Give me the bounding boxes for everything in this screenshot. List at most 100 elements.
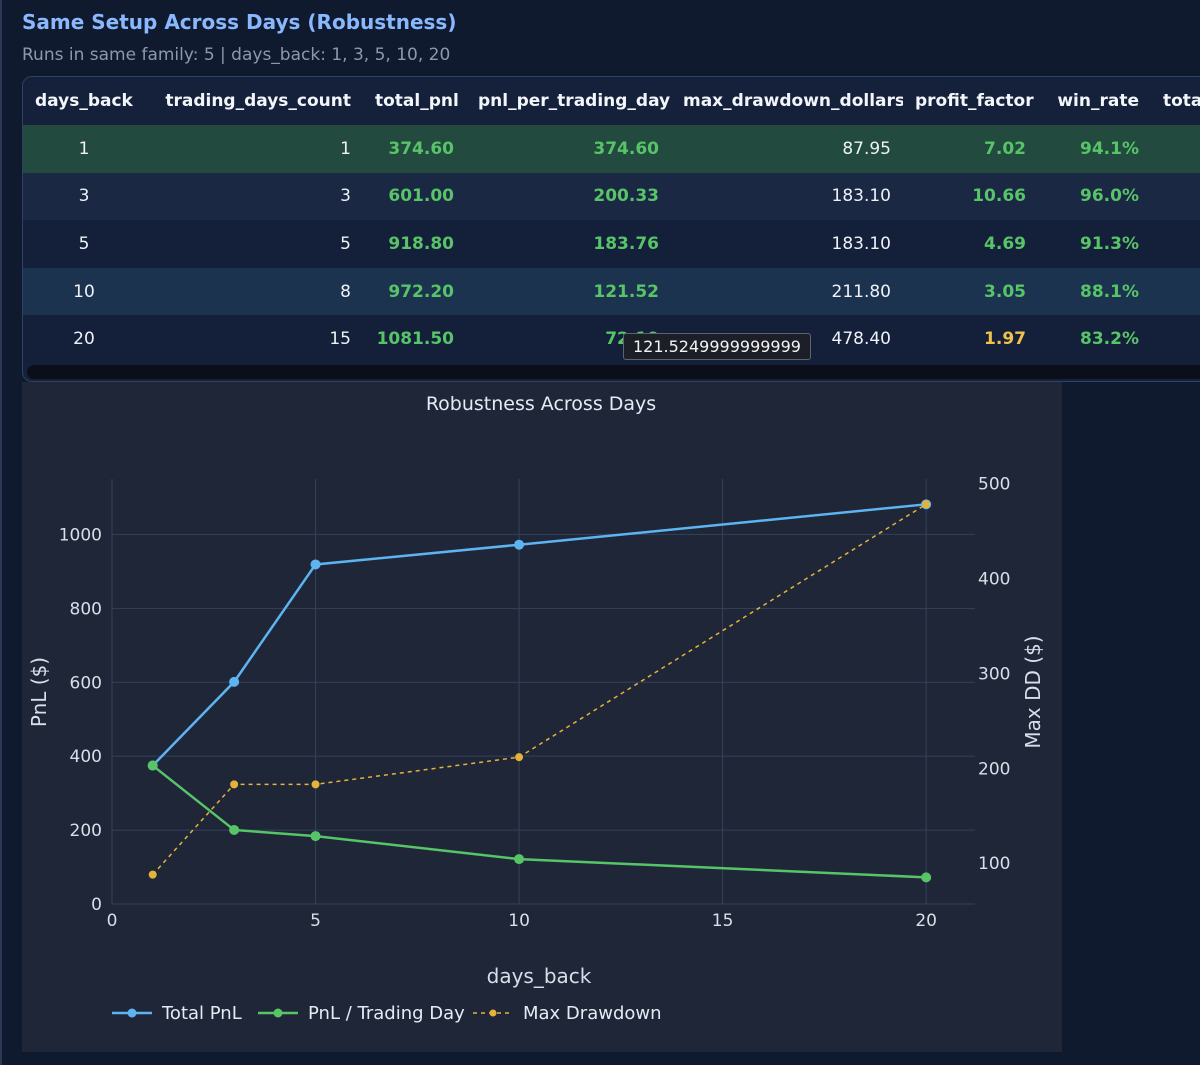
legend-label: Max Drawdown <box>523 1003 662 1024</box>
cell-total-pnl: 601.00 <box>363 172 466 221</box>
y-axis-label: PnL ($) <box>27 657 51 727</box>
data-point <box>229 824 240 835</box>
cell-days-back: 5 <box>23 220 145 268</box>
table-row[interactable]: 20 15 1081.50 72.10 478.40 1.97 83.2% <box>23 315 1200 363</box>
cell-total-trades <box>1151 220 1200 268</box>
cell-tooltip: 121.5249999999999 <box>623 333 811 360</box>
y-tick-label: 200 <box>70 821 102 841</box>
data-point <box>230 780 239 789</box>
cell-win-rate: 83.2% <box>1038 315 1151 363</box>
series-line <box>152 503 927 876</box>
legend-swatch-marker <box>127 1008 137 1018</box>
data-point <box>515 753 524 762</box>
cell-total-pnl: 374.60 <box>363 125 466 173</box>
y-tick-label: 1000 <box>59 525 102 545</box>
cell-trading-days-count: 1 <box>145 125 363 173</box>
data-point <box>514 539 525 550</box>
cell-win-rate: 91.3% <box>1038 220 1151 268</box>
horizontal-scrollbar[interactable] <box>27 365 1200 379</box>
data-point <box>229 676 240 687</box>
column-header[interactable]: trading_days_count <box>145 77 363 125</box>
y-tick-label: 800 <box>70 599 102 619</box>
cell-total-trades <box>1151 315 1200 363</box>
table-row[interactable]: 5 5 918.80 183.76 183.10 4.69 91.3% <box>23 220 1200 268</box>
y2-tick-label: 100 <box>978 854 1010 874</box>
cell-max-drawdown: 87.95 <box>671 125 903 173</box>
cell-pnl-per-trading-day: 121.52 <box>466 267 671 316</box>
section-title: Same Setup Across Days (Robustness) <box>22 10 457 34</box>
cell-pnl-per-trading-day: 183.76 <box>466 220 671 268</box>
x-tick-label: 0 <box>107 911 118 931</box>
legend-swatch-marker <box>489 1009 497 1017</box>
cell-trading-days-count: 5 <box>145 220 363 268</box>
cell-profit-factor: 1.97 <box>903 315 1038 363</box>
cell-trading-days-count: 8 <box>145 267 363 316</box>
table-row[interactable]: 3 3 601.00 200.33 183.10 10.66 96.0% <box>23 172 1200 221</box>
column-header[interactable]: total_tra <box>1151 77 1200 125</box>
cell-days-back: 1 <box>23 125 145 173</box>
column-header[interactable]: days_back <box>23 77 145 125</box>
cell-win-rate: 88.1% <box>1038 267 1151 316</box>
cell-trading-days-count: 15 <box>145 315 363 363</box>
data-point <box>148 870 157 879</box>
table-row[interactable]: 10 8 972.20 121.52 211.80 3.05 88.1% <box>23 267 1200 316</box>
cell-total-pnl: 918.80 <box>363 220 466 268</box>
x-tick-label: 15 <box>712 911 734 931</box>
chart-title: Robustness Across Days <box>426 393 656 415</box>
legend-label: Total PnL <box>161 1003 242 1024</box>
y-tick-label: 600 <box>70 673 102 693</box>
column-header[interactable]: total_pnl <box>363 77 466 125</box>
column-header[interactable]: win_rate <box>1038 77 1151 125</box>
cell-total-trades <box>1151 125 1200 173</box>
data-point <box>147 760 158 771</box>
cell-max-drawdown: 183.10 <box>671 220 903 268</box>
cell-win-rate: 94.1% <box>1038 125 1151 173</box>
cell-profit-factor: 10.66 <box>903 172 1038 221</box>
y2-tick-label: 300 <box>978 664 1010 684</box>
data-point <box>921 872 932 883</box>
y2-tick-label: 500 <box>978 475 1010 495</box>
results-table: days_back trading_days_count total_pnl p… <box>23 77 1200 363</box>
data-point <box>311 780 320 789</box>
cell-days-back: 3 <box>23 172 145 221</box>
column-header[interactable]: max_drawdown_dollars <box>671 77 903 125</box>
x-axis-label: days_back <box>487 964 592 988</box>
cell-pnl-per-trading-day: 200.33 <box>466 172 671 221</box>
data-point <box>310 559 321 570</box>
y-tick-label: 0 <box>91 895 102 915</box>
cell-max-drawdown: 211.80 <box>671 267 903 316</box>
x-tick-label: 20 <box>915 911 937 931</box>
column-header[interactable]: profit_factor <box>903 77 1038 125</box>
cell-total-pnl: 972.20 <box>363 267 466 316</box>
cell-profit-factor: 3.05 <box>903 267 1038 316</box>
robustness-chart: 0 5 10 15 20 0 200 400 600 800 1000 100 200 300 400 500… <box>22 382 1062 1052</box>
y2-axis-label: Max DD ($) <box>1021 635 1045 748</box>
x-tick-label: 10 <box>508 911 530 931</box>
cell-total-trades <box>1151 172 1200 221</box>
y2-tick-label: 200 <box>978 759 1010 779</box>
table-header-row: days_back trading_days_count total_pnl p… <box>23 77 1200 125</box>
cell-profit-factor: 4.69 <box>903 220 1038 268</box>
data-point <box>514 854 525 865</box>
cell-win-rate: 96.0% <box>1038 172 1151 221</box>
series-line <box>151 764 927 879</box>
legend-label: PnL / Trading Day <box>308 1003 465 1024</box>
cell-trading-days-count: 3 <box>145 172 363 221</box>
series-line <box>151 503 927 767</box>
table-row[interactable]: 1 1 374.60 374.60 87.95 7.02 94.1% <box>23 125 1200 173</box>
results-table-container[interactable]: days_back trading_days_count total_pnl p… <box>22 76 1200 382</box>
data-point <box>310 831 321 842</box>
cell-total-pnl: 1081.50 <box>363 315 466 363</box>
column-header[interactable]: pnl_per_trading_day <box>466 77 671 125</box>
cell-profit-factor: 7.02 <box>903 125 1038 173</box>
cell-days-back: 10 <box>23 267 145 316</box>
cell-total-trades <box>1151 267 1200 316</box>
cell-pnl-per-trading-day: 374.60 <box>466 125 671 173</box>
data-point <box>922 500 931 509</box>
y2-tick-label: 400 <box>978 570 1010 590</box>
cell-days-back: 20 <box>23 315 145 363</box>
x-tick-label: 5 <box>310 911 321 931</box>
y-tick-label: 400 <box>70 747 102 767</box>
chart-svg: 0 5 10 15 2002004006008001000100200300400500… <box>27 393 1045 1024</box>
